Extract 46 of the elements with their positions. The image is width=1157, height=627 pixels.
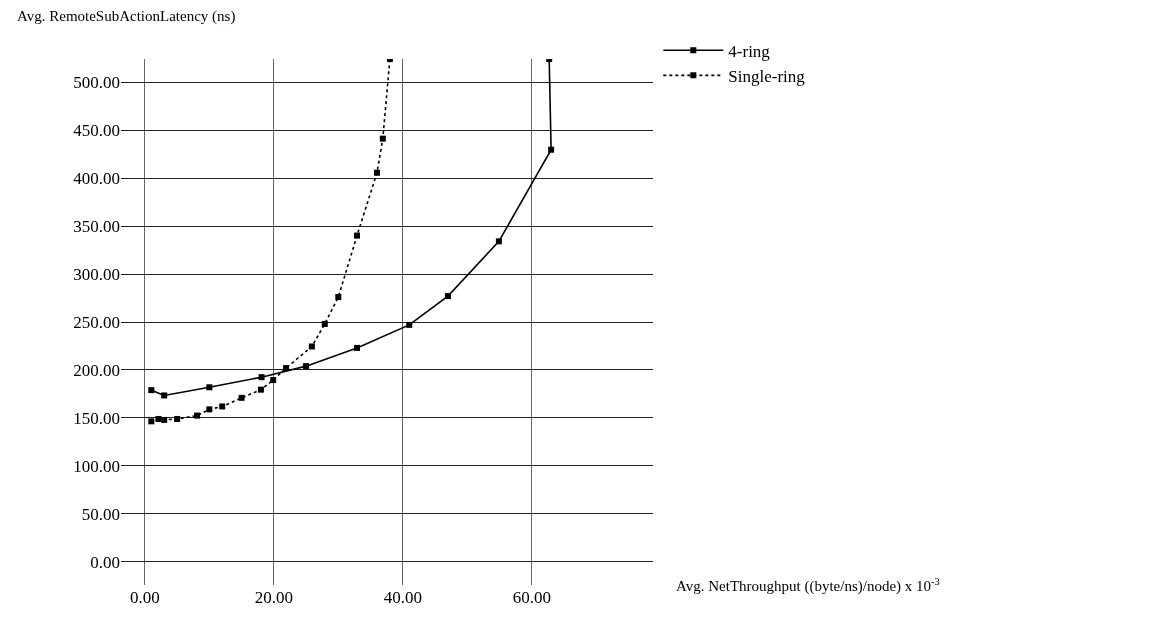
x-tick-label: 60.00 bbox=[512, 588, 551, 607]
point bbox=[303, 363, 310, 370]
point bbox=[161, 416, 168, 423]
point bbox=[148, 387, 155, 394]
y-tick-label: 50.00 bbox=[81, 504, 120, 524]
x-tick-label: 20.00 bbox=[254, 588, 293, 607]
x-axis-title: Avg. NetThroughput ((byte/ns)/node) x 10$^{-3}$ bbox=[676, 576, 940, 596]
x-tick-label: 40.00 bbox=[383, 588, 422, 607]
x-tick-label: 0.00 bbox=[129, 588, 160, 607]
y-tick-label: 200.00 bbox=[73, 360, 120, 380]
point bbox=[257, 386, 264, 393]
point bbox=[321, 320, 328, 327]
point bbox=[354, 344, 361, 351]
point bbox=[258, 374, 265, 381]
y-tick-label: 300.00 bbox=[73, 264, 120, 284]
point bbox=[548, 146, 555, 153]
y-tick-label: 450.00 bbox=[73, 120, 120, 140]
point bbox=[495, 238, 502, 245]
point bbox=[406, 321, 413, 328]
y-tick-label: 250.00 bbox=[73, 312, 120, 332]
y-tick-label: 350.00 bbox=[73, 216, 120, 236]
y-axis-title: Avg. RemoteSubActionLatency (ns) bbox=[17, 8, 236, 25]
point bbox=[206, 406, 213, 413]
y-tick-label: 0.00 bbox=[90, 552, 120, 572]
point bbox=[238, 394, 245, 401]
point bbox=[308, 343, 315, 350]
point bbox=[219, 403, 226, 410]
y-tick-label: 400.00 bbox=[73, 168, 120, 188]
point bbox=[335, 294, 342, 301]
point bbox=[379, 135, 386, 142]
y-tick-label: 500.00 bbox=[73, 72, 120, 92]
point bbox=[444, 293, 451, 300]
point bbox=[354, 232, 361, 239]
y-tick-label: 150.00 bbox=[73, 408, 120, 428]
point bbox=[148, 418, 155, 425]
point bbox=[283, 365, 290, 372]
legend-label: 4-ring bbox=[728, 41, 771, 61]
point bbox=[206, 384, 213, 391]
point bbox=[174, 415, 181, 422]
point bbox=[161, 392, 168, 399]
legend-label: Single-ring bbox=[728, 66, 806, 86]
point bbox=[270, 377, 277, 384]
point bbox=[155, 415, 162, 422]
point bbox=[374, 169, 380, 176]
point bbox=[194, 412, 201, 419]
y-tick-label: 100.00 bbox=[73, 456, 120, 476]
